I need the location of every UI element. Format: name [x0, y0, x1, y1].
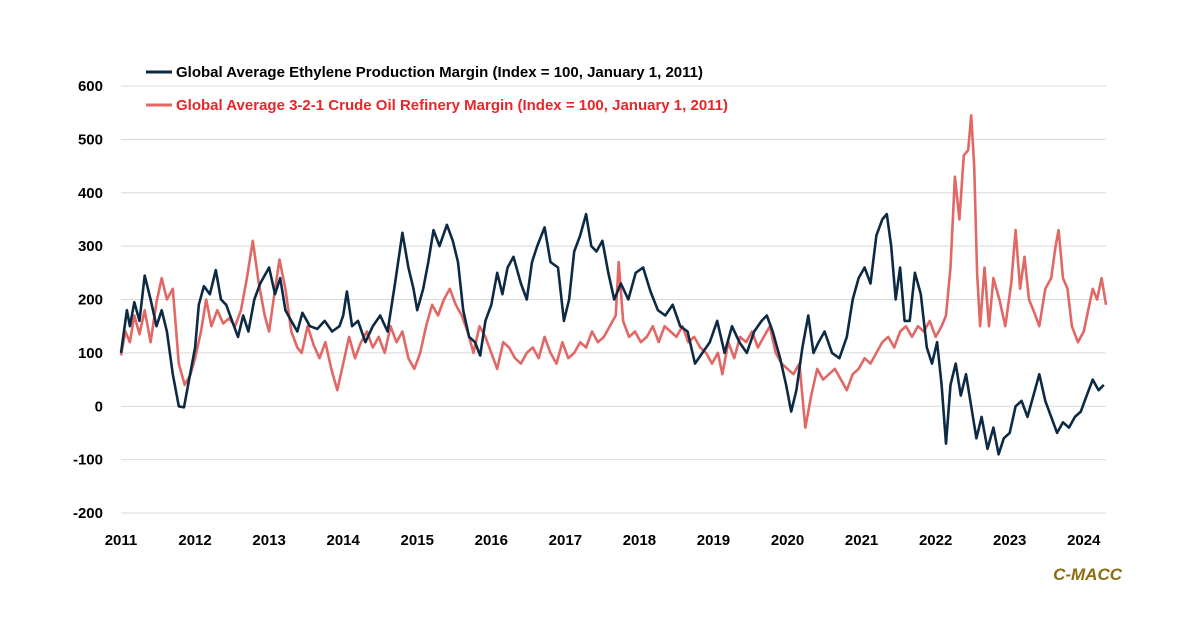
source-label: C-MACC — [1053, 565, 1123, 584]
y-tick-label: 0 — [95, 398, 103, 415]
y-tick-label: 100 — [78, 345, 103, 362]
x-tick-label: 2024 — [1067, 532, 1101, 549]
legend: Global Average Ethylene Production Margi… — [146, 64, 728, 114]
series-line-refinery — [119, 114, 1108, 429]
y-tick-label: 200 — [78, 292, 103, 309]
x-tick-label: 2021 — [845, 532, 878, 549]
y-axis-tick-labels: 600 500 400 300 200 100 0 -100 -200 — [73, 78, 103, 522]
x-tick-label: 2016 — [475, 532, 508, 549]
y-tick-label: 600 — [78, 78, 103, 95]
x-tick-label: 2013 — [252, 532, 285, 549]
x-tick-label: 2018 — [623, 532, 656, 549]
y-tick-label: 400 — [78, 185, 103, 202]
legend-label-ethylene: Global Average Ethylene Production Margi… — [176, 64, 703, 81]
x-tick-label: 2011 — [105, 532, 138, 549]
x-tick-label: 2022 — [919, 532, 952, 549]
y-tick-label: -100 — [73, 452, 103, 469]
series-line-ethylene — [119, 212, 1105, 456]
x-tick-label: 2012 — [178, 532, 211, 549]
x-tick-label: 2017 — [549, 532, 582, 549]
x-tick-label: 2014 — [326, 532, 360, 549]
y-tick-label: 500 — [78, 131, 103, 148]
y-tick-label: 300 — [78, 238, 103, 255]
x-axis-tick-labels: 2011 2012 2013 2014 2015 2016 2017 2018 2019 2020… — [105, 532, 1101, 549]
x-tick-label: 2020 — [771, 532, 804, 549]
y-tick-label: -200 — [73, 505, 103, 522]
x-tick-label: 2023 — [993, 532, 1026, 549]
series-lines — [119, 114, 1108, 456]
x-tick-label: 2019 — [697, 532, 730, 549]
x-tick-label: 2015 — [401, 532, 434, 549]
legend-label-refinery: Global Average 3-2-1 Crude Oil Refinery … — [176, 97, 728, 114]
